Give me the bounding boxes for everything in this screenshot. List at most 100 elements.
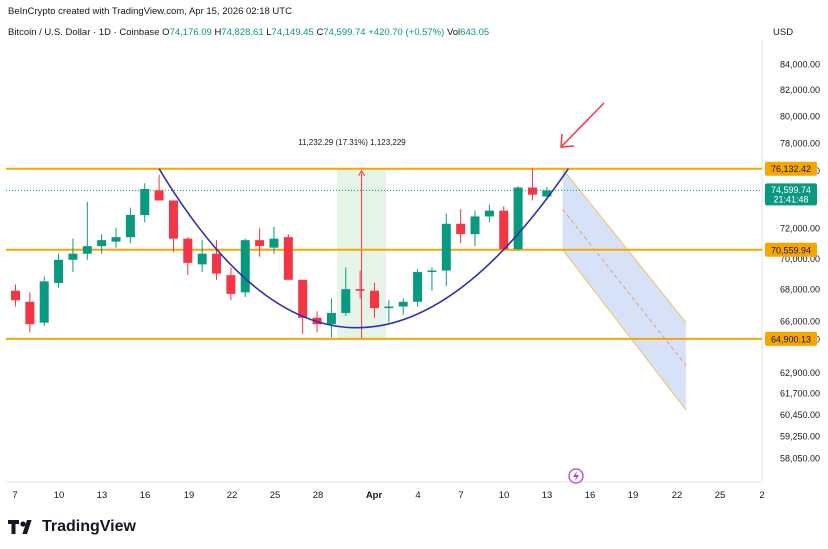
x-tick-label: 19 [628,490,639,501]
candle [542,187,552,197]
candle [154,174,164,201]
candle-body [125,214,135,238]
event-marker-icon[interactable] [568,468,584,484]
level-price-tag [765,161,817,176]
candle [283,234,293,280]
candle-body [456,223,466,235]
candle-body [154,190,164,201]
candle [197,240,207,273]
volume-label: Vol [446,27,461,38]
candle-body [197,253,207,265]
candle [54,253,64,288]
lightning-icon [573,471,579,481]
x-tick-label: 10 [54,490,65,501]
level-price-tag-label: 64,900.13 [771,334,811,344]
candle-body [298,279,308,318]
projection-upper-edge [562,168,687,323]
level-price-tag [765,242,817,257]
candle [427,267,437,291]
projection-channel [562,168,687,411]
candle-body [240,240,250,293]
x-tick-label: 16 [585,490,596,501]
currency-label[interactable]: USD [773,27,794,38]
candle [39,276,49,326]
symbol-label[interactable]: Bitcoin / U.S. Dollar · 1D · Coinbase [8,27,160,38]
candle [513,186,523,251]
candle [212,240,222,280]
tradingview-logo: TradingView [8,518,136,536]
candle-body [384,306,394,309]
candle-body [484,210,494,217]
measure-label: 11,232.29 (17.31%) 1,123,229 [298,138,406,147]
candle [68,238,78,273]
candle [355,270,365,299]
candle [168,200,178,253]
candle-body [168,200,178,239]
candle-body [82,246,92,254]
candle-body [25,301,35,325]
candle-body [111,237,121,242]
candle [384,300,394,323]
candle-body [470,216,480,235]
projection-lower-edge [562,249,687,411]
cup-pattern-curve [158,168,570,329]
x-tick-label: 22 [672,490,683,501]
candle-body [441,223,451,271]
last-price-tag-label: 74,599.74 [771,185,811,195]
candle [226,267,236,301]
candle-body [226,275,236,294]
candle-body [427,270,437,273]
pointer-arrow-line [561,102,605,147]
y-tick-label: 68,000.00 [780,285,820,295]
candle [484,204,494,223]
projection-midline [562,208,687,366]
candle-body [326,312,336,325]
last-price-tag [765,183,817,206]
tradingview-logo-text: TradingView [42,518,136,535]
candle [11,284,20,307]
x-tick-label: 2 [759,490,764,501]
y-tick-label: 60,450.00 [780,410,820,420]
x-tick-label: 4 [415,490,420,501]
candle [326,298,336,338]
candle-body [212,253,222,274]
x-tick-label: 13 [542,490,553,501]
candle-body [398,301,408,307]
volume-value: 643.05 [460,27,490,38]
y-tick-label: 78,000.00 [780,138,820,148]
candle-body [355,289,365,291]
pointer-arrow-head [560,133,575,148]
candle [183,237,193,276]
y-tick-label: 58,050.00 [780,453,820,463]
y-tick-label: 70,000.00 [780,254,820,264]
low-label: L [266,27,272,38]
open-label: O [162,27,170,38]
x-tick-label: 19 [184,490,195,501]
candle [456,209,466,244]
x-tick-label: 7 [458,490,463,501]
candle [82,201,92,260]
candle [370,282,379,318]
candle [341,267,351,317]
y-tick-label: 61,700.00 [780,388,820,398]
x-tick-label: Apr [366,490,383,501]
candle-body [542,190,552,197]
candle [140,183,150,223]
candle [25,292,35,333]
x-tick-label: 25 [270,490,281,501]
level-price-tag-label: 76,132.42 [771,164,811,174]
candle [255,228,265,257]
open-value: 74,176.09 [169,27,212,38]
candle [470,210,480,247]
y-tick-label: 62,900.00 [780,368,820,378]
chart-attribution: BeInCrypto created with TradingView.com,… [8,6,292,17]
candle [269,226,279,254]
y-tick-label: 59,250.00 [780,432,820,442]
candle [111,228,121,248]
change-value: +420.70 (+0.57%) [368,27,445,38]
low-value: 74,149.45 [271,27,314,38]
y-tick-label: 66,000.00 [780,317,820,327]
candle [240,238,250,298]
candle [398,298,408,315]
